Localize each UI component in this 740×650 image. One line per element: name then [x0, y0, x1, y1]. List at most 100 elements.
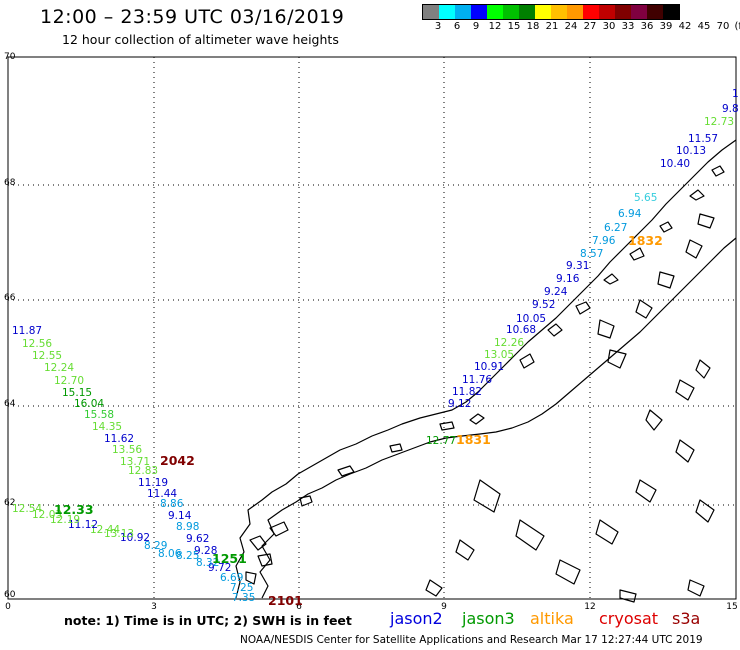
- scale-swatch: [551, 5, 567, 19]
- wave-height-label: 11.12: [68, 519, 99, 531]
- scale-swatch: [519, 5, 535, 19]
- wave-height-label: 9.16: [556, 273, 580, 285]
- wave-height-label: 15.15: [62, 387, 93, 399]
- wave-height-label: 1: [732, 88, 739, 100]
- scale-label: 12: [488, 21, 502, 32]
- legend-altika: altika: [530, 609, 574, 628]
- wave-height-label: 7.25: [230, 582, 254, 594]
- legend-jason3: jason3: [462, 609, 515, 628]
- scale-swatch: [423, 5, 439, 19]
- wave-height-label: 1831: [456, 432, 491, 447]
- wave-height-label: 12.56: [22, 338, 53, 350]
- wave-height-label: 1832: [628, 233, 663, 248]
- coastline: [235, 139, 737, 603]
- lat-label-62: 62: [4, 498, 16, 508]
- scale-label: 36: [640, 21, 654, 32]
- wave-height-label: 9.62: [186, 533, 210, 545]
- wave-height-label: 9.72: [208, 562, 232, 574]
- lat-label-60: 60: [4, 590, 16, 600]
- wave-height-label: 10.91: [474, 361, 505, 373]
- wave-height-label: 7.96: [592, 235, 616, 247]
- scale-label: (ft): [734, 21, 740, 32]
- wave-height-label: 11.19: [138, 477, 169, 489]
- scale-label: 6: [453, 21, 461, 32]
- scale-swatch: [455, 5, 471, 19]
- page-title: 12:00 – 23:59 UTC 03/16/2019: [40, 6, 345, 28]
- lon-label-3: 3: [151, 602, 157, 612]
- scale-label: 15: [507, 21, 521, 32]
- wave-height-label: 11.44: [147, 488, 178, 500]
- wave-height-label: 11.82: [452, 386, 483, 398]
- scale-swatch: [583, 5, 599, 19]
- map-frame: [7, 56, 737, 600]
- wave-height-label: 9.14: [168, 510, 192, 522]
- wave-height-label: 9.8: [722, 103, 739, 115]
- wave-height-label: 1251: [212, 551, 247, 566]
- wave-height-label: 13.05: [484, 349, 515, 361]
- scale-swatch: [631, 5, 647, 19]
- legend-jason2: jason2: [390, 609, 443, 628]
- wave-height-label: 11.87: [12, 325, 43, 337]
- wave-height-label: 8.86: [160, 498, 184, 510]
- wave-height-label: 13.13: [104, 528, 135, 540]
- wave-height-label: 12.19: [50, 514, 81, 526]
- wave-height-label: 9.31: [566, 260, 590, 272]
- wave-height-label: 2042: [160, 453, 195, 468]
- lat-label-66: 66: [4, 293, 16, 303]
- wave-height-label: 10.40: [660, 158, 691, 170]
- scale-label: 70: [716, 21, 730, 32]
- wave-height-label: 12.77: [426, 435, 457, 447]
- wave-height-label: 10.05: [516, 313, 547, 325]
- footnote: note: 1) Time is in UTC; 2) SWH is in fe…: [64, 613, 352, 628]
- wave-height-label: 12.33: [54, 502, 94, 517]
- wave-height-label: 8.29: [144, 540, 168, 552]
- wave-height-label: 9.12: [448, 398, 472, 410]
- scale-label: 42: [678, 21, 692, 32]
- scale-swatch: [663, 5, 679, 19]
- scale-label: 45: [697, 21, 711, 32]
- wave-height-label: 2101: [268, 593, 303, 608]
- scale-swatch: [471, 5, 487, 19]
- scale-label: 21: [545, 21, 559, 32]
- scale-label: 33: [621, 21, 635, 32]
- scale-swatch: [599, 5, 615, 19]
- lon-label-0: 0: [5, 602, 11, 612]
- scale-label: 27: [583, 21, 597, 32]
- wave-height-label: 12.73: [704, 116, 735, 128]
- wave-height-label: 10.92: [120, 532, 151, 544]
- page-subtitle: 12 hour collection of altimeter wave hei…: [62, 32, 339, 47]
- lon-label-12: 12: [584, 602, 596, 612]
- wave-height-label: 6.69: [220, 572, 244, 584]
- wave-height-label: 12.24: [44, 362, 75, 374]
- wave-height-label: 12.83: [128, 465, 159, 477]
- lat-label-68: 68: [4, 178, 16, 188]
- wave-height-label: 13.71: [120, 456, 151, 468]
- wave-height-label: 16.04: [74, 398, 105, 410]
- wave-height-label: 12.55: [32, 350, 63, 362]
- wave-height-label: 10.13: [676, 145, 707, 157]
- lon-label-6: 6: [296, 602, 302, 612]
- wave-height-label: 15.58: [84, 409, 115, 421]
- wave-height-label: 11.57: [688, 133, 719, 145]
- lon-label-15: 15: [726, 602, 738, 612]
- scale-swatch: [615, 5, 631, 19]
- scale-label: 18: [526, 21, 540, 32]
- scale-label: 24: [564, 21, 578, 32]
- graticule: [8, 57, 736, 599]
- scale-swatch: [567, 5, 583, 19]
- wave-height-label: 12.54: [12, 503, 43, 515]
- scale-swatch: [503, 5, 519, 19]
- scale-label: 9: [472, 21, 480, 32]
- wave-height-label: 9.52: [532, 299, 556, 311]
- wave-height-label: 9.28: [194, 545, 218, 557]
- wave-height-label: 8.25: [176, 550, 200, 562]
- wave-height-label: 11.62: [104, 433, 135, 445]
- wave-height-label: 12.03: [32, 509, 63, 521]
- lat-label-70: 70: [4, 52, 16, 62]
- wave-height-label: 12.70: [54, 375, 85, 387]
- wave-height-label: 11.76: [462, 374, 493, 386]
- wave-height-label: 8.98: [176, 521, 200, 533]
- credit-line: NOAA/NESDIS Center for Satellite Applica…: [240, 634, 703, 646]
